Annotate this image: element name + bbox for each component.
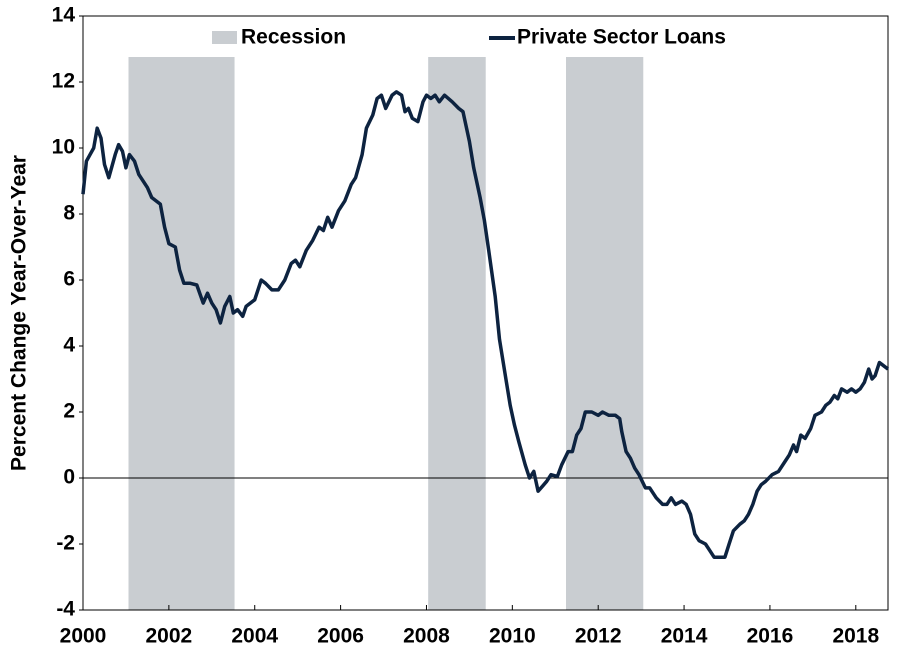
y-tick-label: 8 bbox=[63, 202, 75, 225]
legend-label: Private Sector Loans bbox=[517, 26, 726, 49]
series-line bbox=[81, 90, 890, 559]
y-tick-label: 6 bbox=[63, 268, 75, 291]
legend-swatch bbox=[212, 31, 237, 44]
y-tick-label: 0 bbox=[63, 466, 75, 489]
x-tick-label: 2010 bbox=[489, 625, 536, 648]
plot-frame bbox=[82, 15, 889, 611]
x-tick-label: 2008 bbox=[403, 625, 450, 648]
x-tick-label: 2000 bbox=[60, 625, 107, 648]
x-tick-label: 2014 bbox=[661, 625, 708, 648]
recession-band bbox=[566, 57, 644, 610]
x-tick-label: 2012 bbox=[575, 625, 622, 648]
recession-band bbox=[428, 57, 486, 610]
y-tick-label: 14 bbox=[52, 4, 76, 27]
x-tick-label: 2002 bbox=[146, 625, 193, 648]
y-tick-label: -2 bbox=[56, 532, 75, 555]
y-tick-label: 4 bbox=[63, 334, 75, 357]
recession-band bbox=[128, 57, 235, 610]
y-tick-label: 10 bbox=[52, 136, 75, 159]
y-tick-label: -4 bbox=[56, 598, 75, 621]
y-tick-label: 12 bbox=[52, 70, 75, 93]
x-tick-label: 2006 bbox=[317, 625, 364, 648]
y-axis-label: Percent Change Year-Over-Year bbox=[8, 155, 31, 471]
x-tick-label: 2016 bbox=[747, 625, 794, 648]
legend-label: Recession bbox=[241, 26, 346, 49]
y-tick-label: 2 bbox=[63, 400, 75, 423]
x-tick-label: 2018 bbox=[832, 625, 879, 648]
x-tick-label: 2004 bbox=[231, 625, 278, 648]
